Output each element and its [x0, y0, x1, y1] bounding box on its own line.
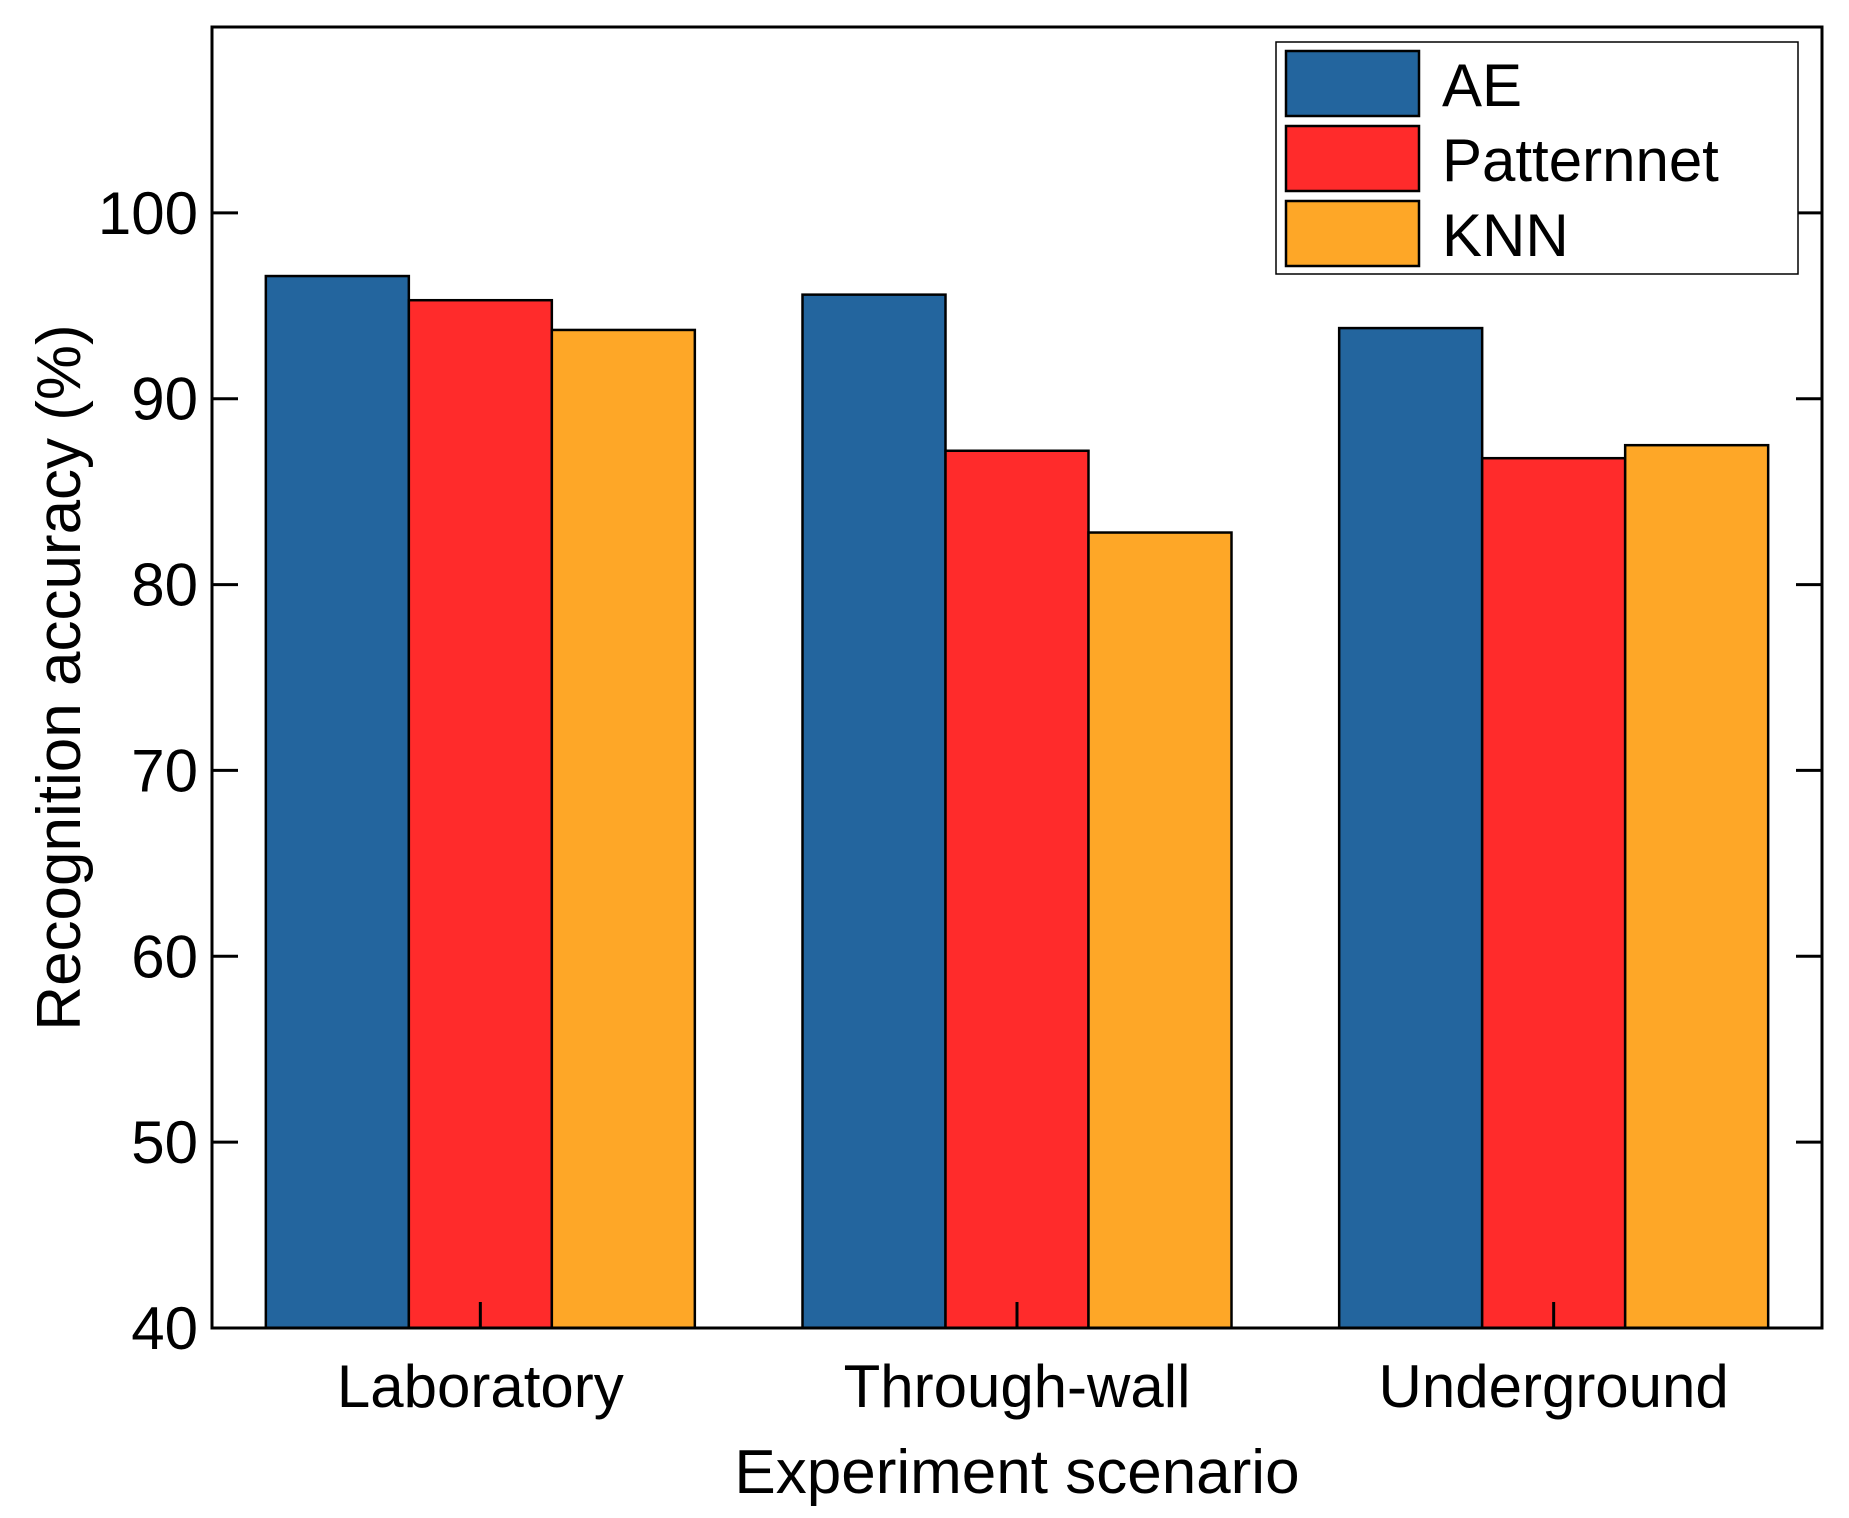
legend-swatch-patternnet — [1284, 124, 1421, 193]
y-tick-label-90: 90 — [131, 366, 198, 433]
y-tick-label-50: 50 — [131, 1109, 198, 1176]
legend-label-patternnet: Patternnet — [1442, 127, 1719, 194]
x-tick-label-through-wall: Through-wall — [844, 1353, 1191, 1420]
bar-ae-underground — [1337, 326, 1484, 1330]
bar-patternnet-laboratory — [407, 298, 554, 1330]
legend: AE Patternnet KNN — [1275, 41, 1799, 275]
bar-knn-underground — [1623, 443, 1770, 1330]
legend-label-knn: KNN — [1442, 202, 1569, 269]
legend-label-ae: AE — [1442, 52, 1522, 119]
x-tick-label-laboratory: Laboratory — [337, 1353, 624, 1420]
ticks-group — [212, 211, 1822, 1328]
x-tick-label-underground: Underground — [1379, 1353, 1729, 1420]
y-tick-label-70: 70 — [131, 737, 198, 804]
bars-group — [264, 274, 1770, 1330]
y-tick-label-80: 80 — [131, 552, 198, 619]
bar-ae-through-wall — [801, 293, 947, 1330]
legend-swatch-ae — [1284, 49, 1421, 118]
y-tick-label-60: 60 — [131, 923, 198, 990]
y-tick-label-40: 40 — [131, 1295, 198, 1362]
bar-patternnet-through-wall — [944, 449, 1090, 1330]
x-axis-title: Experiment scenario — [734, 1438, 1299, 1507]
y-tick-label-100: 100 — [98, 180, 198, 247]
bar-ae-laboratory — [264, 274, 411, 1330]
bar-knn-laboratory — [550, 328, 697, 1330]
bar-patternnet-underground — [1480, 456, 1627, 1330]
bar-knn-through-wall — [1087, 531, 1233, 1330]
legend-swatch-knn — [1284, 199, 1421, 268]
y-tick-labels: 40 50 60 70 80 90 100 — [98, 180, 198, 1362]
x-tick-labels: Laboratory Through-wall Underground — [337, 1353, 1729, 1420]
y-axis-title: Recognition accuracy (%) — [25, 324, 94, 1030]
